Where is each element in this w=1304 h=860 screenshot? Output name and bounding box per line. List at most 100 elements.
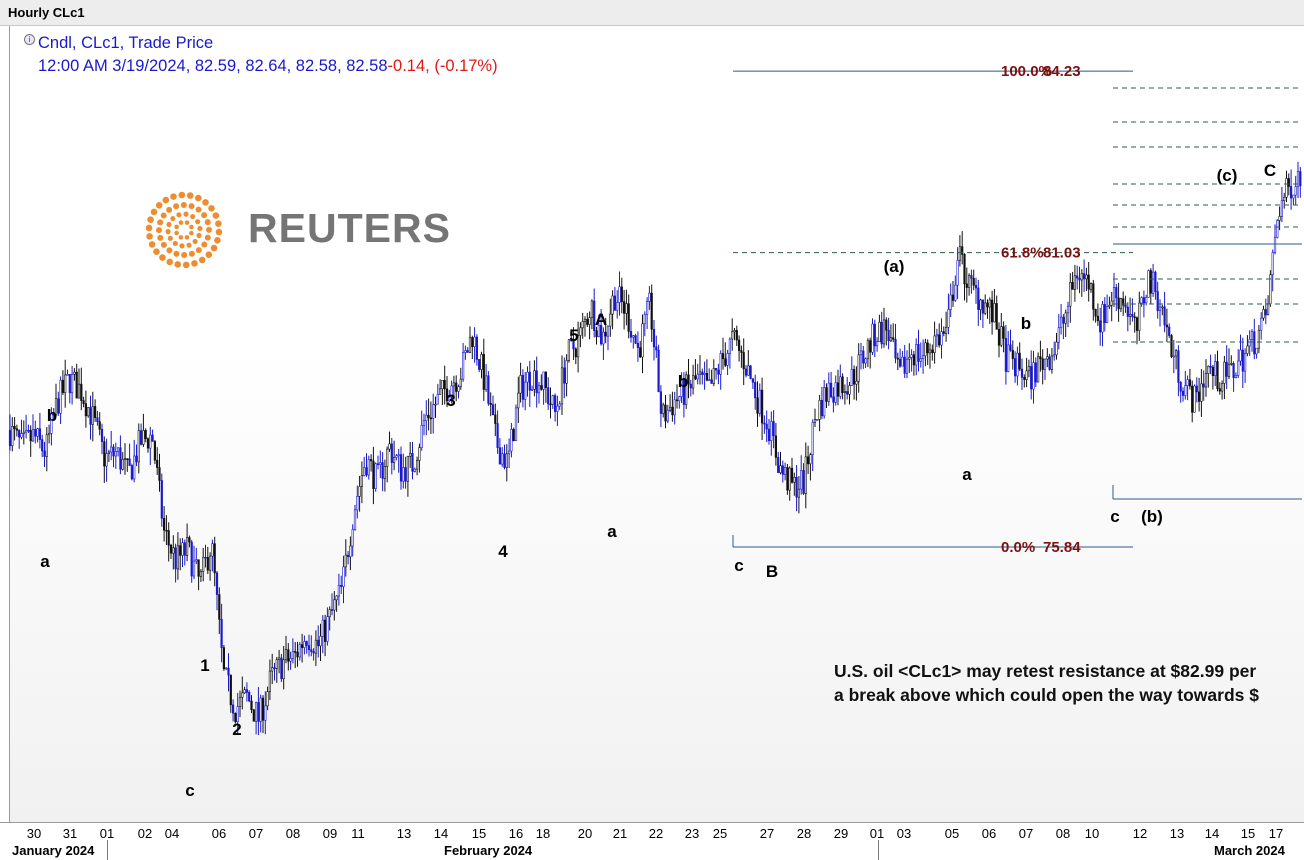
candle-body <box>1000 326 1003 346</box>
candle-body <box>540 385 543 390</box>
candle-body <box>579 327 582 336</box>
candle-body <box>321 619 324 637</box>
candle-body <box>31 429 35 442</box>
candle-body <box>1267 303 1270 316</box>
candle-body <box>977 287 980 310</box>
wave-label: a <box>40 552 50 571</box>
candle-body <box>1046 356 1049 360</box>
candle-body <box>777 457 780 473</box>
month-separator <box>107 840 108 860</box>
candle-body <box>790 467 794 483</box>
candle-body <box>827 382 830 402</box>
candle-body <box>997 329 1001 346</box>
x-axis[interactable] <box>0 822 1304 860</box>
candle-body <box>36 428 39 437</box>
candle-body <box>1124 304 1127 308</box>
x-tick-label: 08 <box>1055 826 1071 841</box>
candle-body <box>232 704 235 714</box>
legend-change: -0.14, (-0.17%) <box>387 57 498 75</box>
candle-body <box>443 380 446 390</box>
month-label: January 2024 <box>12 843 95 858</box>
candle-body <box>986 302 989 308</box>
wave-label: (a) <box>884 257 905 276</box>
candle-body <box>547 387 550 405</box>
candle-body <box>857 354 860 382</box>
candle-body <box>620 286 623 302</box>
candle-body <box>220 619 223 648</box>
candle-body <box>1149 270 1152 294</box>
candle-body <box>1108 304 1111 307</box>
candle-body <box>1112 287 1116 302</box>
candle-body <box>103 441 106 467</box>
candle-body <box>1216 361 1219 389</box>
candle-body <box>280 657 283 680</box>
wave-label: 3 <box>446 391 455 410</box>
candle-body <box>238 696 242 708</box>
candle-body <box>1096 315 1099 322</box>
candle-body <box>505 453 508 468</box>
candle-body <box>459 378 462 387</box>
candle-body <box>1030 366 1033 390</box>
candle-body <box>1234 375 1237 379</box>
candle-body <box>404 467 407 482</box>
candle-body <box>402 467 405 482</box>
candle-body <box>1133 316 1136 319</box>
wave-label: 4 <box>498 542 508 561</box>
candle-body <box>273 667 276 669</box>
plot-area[interactable] <box>9 26 1304 822</box>
candle-body <box>436 393 439 405</box>
x-tick-label: 06 <box>981 826 997 841</box>
candle-body <box>931 349 934 353</box>
logo-dot <box>204 234 211 241</box>
logo-dot <box>166 247 173 254</box>
x-tick-label: 16 <box>508 826 524 841</box>
logo-dot <box>157 234 164 241</box>
candle-body <box>1165 324 1168 328</box>
candle-body <box>878 321 881 343</box>
candle-body <box>342 566 345 587</box>
candle-body <box>181 542 184 556</box>
candle-body <box>816 419 819 421</box>
candle-body <box>211 543 214 557</box>
candle-body <box>754 381 757 399</box>
candle-body <box>406 455 410 482</box>
x-tick-label: 12 <box>1132 826 1148 841</box>
legend-values: 12:00 AM 3/19/2024, 82.59, 82.64, 82.58,… <box>22 55 498 78</box>
candle-body <box>87 407 90 417</box>
candle-body <box>183 542 186 556</box>
candle-body <box>179 545 182 556</box>
candle-body <box>222 647 226 670</box>
candle-body <box>797 488 800 498</box>
candle-body <box>1264 309 1267 316</box>
x-tick-label: 15 <box>1240 826 1256 841</box>
candle-body <box>209 555 212 571</box>
candle-body <box>942 331 945 334</box>
candle-body <box>330 609 334 611</box>
wave-label: C <box>1264 161 1276 180</box>
candle-body <box>1110 300 1113 306</box>
candle-body <box>995 303 998 330</box>
candle-body <box>335 595 338 601</box>
logo-dot <box>180 202 187 209</box>
candle-body <box>252 709 255 722</box>
candle-body <box>1013 358 1017 377</box>
candle-body <box>457 386 460 392</box>
candle-body <box>420 424 423 448</box>
candle-body <box>1195 385 1198 393</box>
legend-info-icon[interactable]: i <box>24 34 35 45</box>
candle-body <box>1154 271 1157 292</box>
x-tick-label: 14 <box>433 826 449 841</box>
candle-body <box>491 404 495 416</box>
candle-body <box>993 303 996 323</box>
analysis-note: U.S. oil <CLc1> may retest resistance at… <box>834 659 1259 707</box>
candle-body <box>50 413 53 434</box>
candle-body <box>1191 385 1194 413</box>
candle-body <box>54 398 58 416</box>
candle-body <box>650 292 653 330</box>
candle-body <box>1089 283 1093 290</box>
candle-body <box>137 430 140 463</box>
candle-body <box>38 428 41 440</box>
logo-dot <box>192 238 198 245</box>
x-tick-label: 30 <box>26 826 42 841</box>
